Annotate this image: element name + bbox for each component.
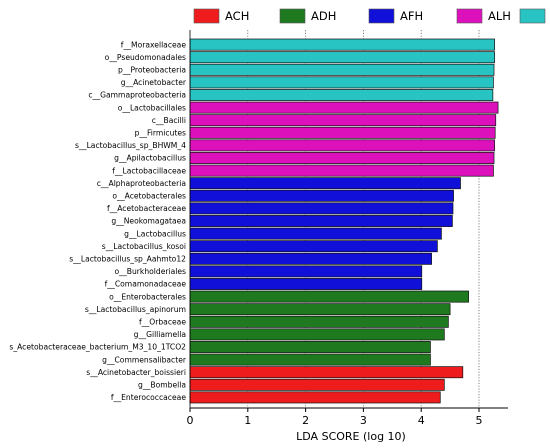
category-labels: f__Moraxellaceae o__Pseudomonadales p__Pro…: [9, 40, 187, 402]
bar-s__Lactobacillus_apinorum: [189, 303, 451, 316]
bar-f__Moraxellaceae: [189, 38, 495, 51]
legend: ACHADHAFHALHAMH: [193, 8, 546, 24]
category-label: c__Gammaproteobacteria: [88, 91, 186, 100]
bar-p__Proteobacteria: [189, 63, 495, 76]
x-tick-label: 4: [418, 414, 425, 427]
bar-s__Lactobacillus_kosoi: [189, 240, 438, 253]
bar-o__Burkholderiales: [189, 265, 423, 278]
bar-o__Acetobacterales: [189, 189, 454, 202]
bar-o__Lactobacillales: [189, 101, 499, 114]
bar-s_Acetobacteraceae_bacterium_M3_10_1TCO2: [189, 341, 431, 353]
legend-label-adh: ADH: [311, 9, 336, 23]
bar-f__Enterococcaceae: [189, 391, 441, 404]
bar-f__Acetobacteraceae: [189, 202, 454, 215]
bar-c__Bacilli: [189, 114, 497, 127]
bars: [189, 38, 499, 404]
bar-f__Lactobacillaceae: [189, 164, 494, 177]
bar-s__Lactobacillus_sp_BHWM_4: [189, 139, 495, 152]
category-label: s__Acinetobacter_boissieri: [86, 368, 186, 377]
category-label: f__Orbaceae: [139, 318, 186, 327]
x-tick-label: 0: [187, 414, 194, 427]
category-label: f__Enterococcaceae: [111, 393, 186, 402]
category-label: p__Firmicutes: [135, 129, 186, 138]
category-label: o__Pseudomonadales: [105, 53, 186, 62]
category-label: o__Acetobacterales: [112, 192, 186, 201]
bar-o__Enterobacterales: [189, 290, 469, 303]
x-tick-label: 2: [302, 414, 309, 427]
category-label: s__Lactobacillus_sp_Aahmto12: [69, 255, 186, 264]
category-label: f__Lactobacillaceae: [112, 166, 186, 175]
category-label: s__Lactobacillus_sp_BHWM_4: [75, 141, 186, 150]
category-label: g__Acinetobacter: [121, 78, 187, 87]
category-label: o__Burkholderiales: [115, 267, 187, 276]
x-tick-label: 5: [476, 414, 483, 427]
legend-label-ach: ACH: [225, 9, 249, 23]
bar-g__Lactobacillus: [189, 227, 442, 240]
category-label: f__Comamonadaceae: [105, 280, 187, 289]
legend-swatch-amh: [519, 8, 546, 24]
legend-swatch-afh: [368, 8, 395, 24]
category-label: s__Lactobacillus_apinorum: [85, 305, 186, 314]
bar-g__Neokomagataea: [189, 215, 453, 227]
bar-g__Acinetobacter: [189, 76, 494, 89]
legend-swatch-alh: [456, 8, 483, 24]
category-label: g__Commensalibacter: [102, 355, 187, 364]
bar-s__Acinetobacter_boissieri: [189, 366, 464, 379]
category-label: p__Proteobacteria: [118, 66, 186, 75]
bar-s__Lactobacillus_sp_Aahmto12: [189, 252, 432, 265]
category-label: g__Apilactobacillus: [114, 154, 186, 163]
category-label: f__Acetobacteraceae: [107, 204, 186, 213]
bar-g__Bombella: [189, 378, 445, 391]
category-label: g__Gilliamella: [134, 330, 186, 339]
category-label: o__Lactobacillales: [118, 103, 186, 112]
bar-g__Commensalibacter: [189, 353, 431, 366]
category-label: s_Acetobacteraceae_bacterium_M3_10_1TCO2: [9, 343, 186, 352]
x-tick-label: 1: [244, 414, 251, 427]
legend-swatch-adh: [279, 8, 306, 24]
legend-label-afh: AFH: [400, 9, 423, 23]
bar-f__Orbaceae: [189, 315, 449, 328]
category-label: g__Bombella: [138, 381, 186, 390]
legend-swatch-ach: [193, 8, 220, 24]
bar-f__Comamonadaceae: [189, 278, 423, 290]
bar-g__Apilactobacillus: [189, 152, 495, 164]
x-axis: 0 1 2 3 4 5: [187, 30, 508, 427]
bar-o__Pseudomonadales: [189, 51, 495, 64]
x-tick-label: 3: [360, 414, 367, 427]
bar-c__Gammaproteobacteria: [189, 89, 494, 101]
category-label: g__Neokomagataea: [111, 217, 186, 226]
x-axis-title: LDA SCORE (log 10): [296, 430, 406, 443]
bar-g__Gilliamella: [189, 328, 445, 341]
category-label: g__Lactobacillus: [124, 229, 186, 238]
category-label: f__Moraxellaceae: [121, 40, 187, 49]
bar-p__Firmicutes: [189, 126, 496, 139]
category-label: o__Enterobacterales: [109, 292, 186, 301]
bar-c__Alphaproteobacteria: [189, 177, 461, 190]
legend-label-alh: ALH: [488, 9, 511, 23]
category-label: c__Bacilli: [152, 116, 186, 125]
category-label: c__Alphaproteobacteria: [97, 179, 186, 188]
category-label: s__Lactobacillus_kosoi: [102, 242, 186, 251]
